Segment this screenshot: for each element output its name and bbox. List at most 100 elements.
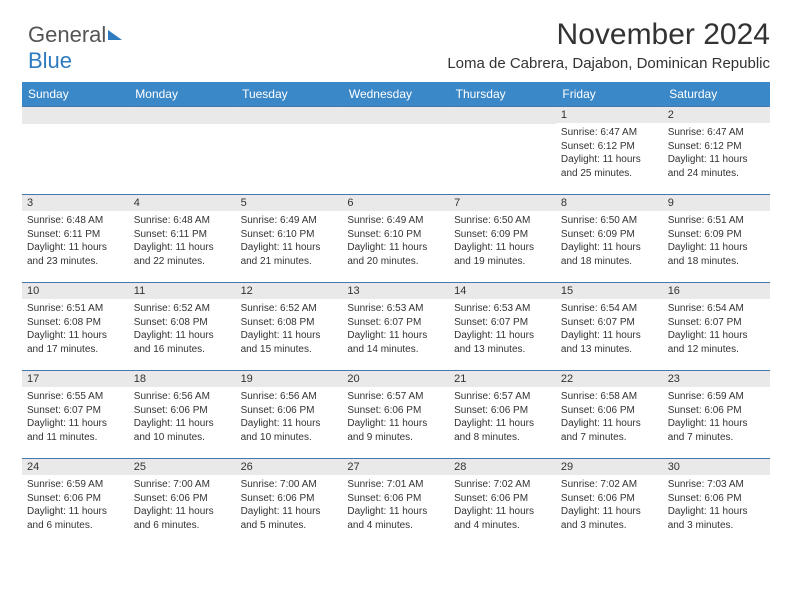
logo-triangle-icon (108, 30, 122, 40)
day-number: 2 (663, 107, 770, 123)
day-details: Sunrise: 6:51 AMSunset: 6:08 PMDaylight:… (22, 299, 129, 359)
day-details: Sunrise: 6:49 AMSunset: 6:10 PMDaylight:… (342, 211, 449, 271)
day-details: Sunrise: 6:54 AMSunset: 6:07 PMDaylight:… (663, 299, 770, 359)
day-number: 29 (556, 459, 663, 475)
calendar-cell: 13Sunrise: 6:53 AMSunset: 6:07 PMDayligh… (342, 283, 449, 371)
logo-text-1: General (28, 22, 106, 47)
calendar-head: SundayMondayTuesdayWednesdayThursdayFrid… (22, 82, 770, 107)
calendar-cell: 10Sunrise: 6:51 AMSunset: 6:08 PMDayligh… (22, 283, 129, 371)
calendar-cell: 14Sunrise: 6:53 AMSunset: 6:07 PMDayligh… (449, 283, 556, 371)
day-number: 14 (449, 283, 556, 299)
day-details: Sunrise: 6:55 AMSunset: 6:07 PMDaylight:… (22, 387, 129, 447)
day-number (449, 107, 556, 124)
day-details: Sunrise: 6:53 AMSunset: 6:07 PMDaylight:… (342, 299, 449, 359)
calendar-cell: 30Sunrise: 7:03 AMSunset: 6:06 PMDayligh… (663, 459, 770, 547)
day-details: Sunrise: 6:52 AMSunset: 6:08 PMDaylight:… (236, 299, 343, 359)
day-details: Sunrise: 6:59 AMSunset: 6:06 PMDaylight:… (22, 475, 129, 535)
calendar-cell: 3Sunrise: 6:48 AMSunset: 6:11 PMDaylight… (22, 195, 129, 283)
calendar-cell: 22Sunrise: 6:58 AMSunset: 6:06 PMDayligh… (556, 371, 663, 459)
day-number: 9 (663, 195, 770, 211)
day-number: 4 (129, 195, 236, 211)
day-details: Sunrise: 7:00 AMSunset: 6:06 PMDaylight:… (236, 475, 343, 535)
calendar-cell: 9Sunrise: 6:51 AMSunset: 6:09 PMDaylight… (663, 195, 770, 283)
calendar-cell: 23Sunrise: 6:59 AMSunset: 6:06 PMDayligh… (663, 371, 770, 459)
calendar-cell (129, 107, 236, 195)
day-number: 10 (22, 283, 129, 299)
day-details: Sunrise: 6:51 AMSunset: 6:09 PMDaylight:… (663, 211, 770, 271)
calendar-cell (449, 107, 556, 195)
day-details: Sunrise: 6:56 AMSunset: 6:06 PMDaylight:… (129, 387, 236, 447)
day-number: 24 (22, 459, 129, 475)
day-details: Sunrise: 6:49 AMSunset: 6:10 PMDaylight:… (236, 211, 343, 271)
day-details: Sunrise: 6:53 AMSunset: 6:07 PMDaylight:… (449, 299, 556, 359)
calendar-cell: 16Sunrise: 6:54 AMSunset: 6:07 PMDayligh… (663, 283, 770, 371)
calendar-cell: 15Sunrise: 6:54 AMSunset: 6:07 PMDayligh… (556, 283, 663, 371)
day-number: 16 (663, 283, 770, 299)
calendar-cell: 28Sunrise: 7:02 AMSunset: 6:06 PMDayligh… (449, 459, 556, 547)
day-details: Sunrise: 7:03 AMSunset: 6:06 PMDaylight:… (663, 475, 770, 535)
day-details: Sunrise: 6:50 AMSunset: 6:09 PMDaylight:… (556, 211, 663, 271)
calendar-cell: 11Sunrise: 6:52 AMSunset: 6:08 PMDayligh… (129, 283, 236, 371)
calendar-body: 1Sunrise: 6:47 AMSunset: 6:12 PMDaylight… (22, 107, 770, 547)
calendar-cell: 5Sunrise: 6:49 AMSunset: 6:10 PMDaylight… (236, 195, 343, 283)
day-number: 3 (22, 195, 129, 211)
weekday-header: Sunday (22, 82, 129, 107)
calendar-cell: 12Sunrise: 6:52 AMSunset: 6:08 PMDayligh… (236, 283, 343, 371)
day-number (236, 107, 343, 124)
day-details: Sunrise: 6:59 AMSunset: 6:06 PMDaylight:… (663, 387, 770, 447)
calendar-cell (342, 107, 449, 195)
day-number: 20 (342, 371, 449, 387)
day-number: 28 (449, 459, 556, 475)
weekday-header: Saturday (663, 82, 770, 107)
calendar-cell: 8Sunrise: 6:50 AMSunset: 6:09 PMDaylight… (556, 195, 663, 283)
page-title: November 2024 (22, 18, 770, 52)
logo-text-2: Blue (28, 48, 72, 73)
day-number: 1 (556, 107, 663, 123)
day-details: Sunrise: 6:54 AMSunset: 6:07 PMDaylight:… (556, 299, 663, 359)
day-details: Sunrise: 6:58 AMSunset: 6:06 PMDaylight:… (556, 387, 663, 447)
calendar-cell: 4Sunrise: 6:48 AMSunset: 6:11 PMDaylight… (129, 195, 236, 283)
calendar-cell: 27Sunrise: 7:01 AMSunset: 6:06 PMDayligh… (342, 459, 449, 547)
day-number: 21 (449, 371, 556, 387)
day-number: 6 (342, 195, 449, 211)
day-details: Sunrise: 6:57 AMSunset: 6:06 PMDaylight:… (342, 387, 449, 447)
day-number: 12 (236, 283, 343, 299)
calendar-cell: 20Sunrise: 6:57 AMSunset: 6:06 PMDayligh… (342, 371, 449, 459)
day-number: 5 (236, 195, 343, 211)
weekday-header: Tuesday (236, 82, 343, 107)
day-details: Sunrise: 6:47 AMSunset: 6:12 PMDaylight:… (663, 123, 770, 183)
logo: General Blue (28, 22, 122, 74)
weekday-header: Monday (129, 82, 236, 107)
calendar-cell: 17Sunrise: 6:55 AMSunset: 6:07 PMDayligh… (22, 371, 129, 459)
day-details: Sunrise: 7:00 AMSunset: 6:06 PMDaylight:… (129, 475, 236, 535)
day-details: Sunrise: 6:56 AMSunset: 6:06 PMDaylight:… (236, 387, 343, 447)
day-number: 19 (236, 371, 343, 387)
day-details: Sunrise: 7:01 AMSunset: 6:06 PMDaylight:… (342, 475, 449, 535)
day-number: 26 (236, 459, 343, 475)
day-details: Sunrise: 6:48 AMSunset: 6:11 PMDaylight:… (129, 211, 236, 271)
calendar-cell: 26Sunrise: 7:00 AMSunset: 6:06 PMDayligh… (236, 459, 343, 547)
day-number: 8 (556, 195, 663, 211)
page-header: November 2024 Loma de Cabrera, Dajabon, … (22, 18, 770, 72)
day-details: Sunrise: 6:50 AMSunset: 6:09 PMDaylight:… (449, 211, 556, 271)
page-subtitle: Loma de Cabrera, Dajabon, Dominican Repu… (22, 55, 770, 72)
day-number (129, 107, 236, 124)
calendar-table: SundayMondayTuesdayWednesdayThursdayFrid… (22, 82, 770, 547)
day-number: 15 (556, 283, 663, 299)
calendar-cell: 7Sunrise: 6:50 AMSunset: 6:09 PMDaylight… (449, 195, 556, 283)
calendar-cell: 18Sunrise: 6:56 AMSunset: 6:06 PMDayligh… (129, 371, 236, 459)
day-details: Sunrise: 7:02 AMSunset: 6:06 PMDaylight:… (556, 475, 663, 535)
day-number: 23 (663, 371, 770, 387)
day-number: 13 (342, 283, 449, 299)
calendar-cell: 6Sunrise: 6:49 AMSunset: 6:10 PMDaylight… (342, 195, 449, 283)
weekday-header: Friday (556, 82, 663, 107)
calendar-cell: 21Sunrise: 6:57 AMSunset: 6:06 PMDayligh… (449, 371, 556, 459)
day-number: 22 (556, 371, 663, 387)
calendar-cell (236, 107, 343, 195)
calendar-cell (22, 107, 129, 195)
calendar-cell: 1Sunrise: 6:47 AMSunset: 6:12 PMDaylight… (556, 107, 663, 195)
day-number: 11 (129, 283, 236, 299)
calendar-cell: 2Sunrise: 6:47 AMSunset: 6:12 PMDaylight… (663, 107, 770, 195)
day-details: Sunrise: 6:52 AMSunset: 6:08 PMDaylight:… (129, 299, 236, 359)
day-details: Sunrise: 6:48 AMSunset: 6:11 PMDaylight:… (22, 211, 129, 271)
